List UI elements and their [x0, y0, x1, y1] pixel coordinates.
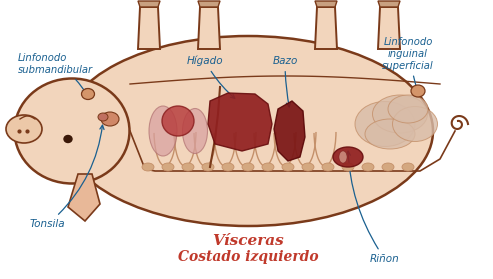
Polygon shape: [378, 1, 400, 7]
Ellipse shape: [162, 106, 194, 136]
Polygon shape: [208, 93, 272, 151]
Ellipse shape: [411, 85, 425, 97]
Ellipse shape: [242, 163, 254, 171]
Text: Hígado: Hígado: [187, 56, 235, 98]
Text: Linfonodo
inguinal
superficial: Linfonodo inguinal superficial: [382, 37, 434, 90]
Ellipse shape: [142, 163, 154, 171]
Polygon shape: [198, 1, 220, 7]
Ellipse shape: [333, 147, 363, 167]
Ellipse shape: [355, 102, 415, 146]
Text: Bazo: Bazo: [272, 56, 298, 107]
Ellipse shape: [64, 136, 72, 143]
Ellipse shape: [98, 113, 108, 121]
Ellipse shape: [392, 107, 437, 141]
Polygon shape: [198, 7, 220, 49]
Ellipse shape: [362, 163, 374, 171]
Text: Vísceras: Vísceras: [212, 234, 284, 248]
Ellipse shape: [262, 163, 274, 171]
Polygon shape: [274, 101, 305, 161]
Ellipse shape: [202, 163, 214, 171]
Ellipse shape: [182, 163, 194, 171]
Text: Riñon: Riñon: [346, 151, 400, 264]
Ellipse shape: [373, 95, 427, 133]
Ellipse shape: [382, 163, 394, 171]
Ellipse shape: [63, 36, 433, 226]
Polygon shape: [378, 7, 400, 49]
Text: Linfonodo
submandibular: Linfonodo submandibular: [18, 53, 93, 93]
Ellipse shape: [182, 109, 208, 153]
Ellipse shape: [322, 163, 334, 171]
Polygon shape: [315, 1, 337, 7]
Text: Costado izquierdo: Costado izquierdo: [177, 250, 318, 264]
Ellipse shape: [339, 151, 347, 163]
Ellipse shape: [388, 95, 428, 123]
Polygon shape: [138, 7, 160, 49]
Ellipse shape: [149, 106, 177, 156]
Polygon shape: [315, 7, 337, 49]
Ellipse shape: [302, 163, 314, 171]
Ellipse shape: [101, 112, 119, 126]
Text: Tonsila: Tonsila: [30, 125, 104, 229]
Ellipse shape: [162, 163, 174, 171]
Ellipse shape: [81, 88, 95, 100]
Ellipse shape: [222, 163, 234, 171]
Ellipse shape: [6, 115, 42, 143]
Ellipse shape: [365, 119, 415, 149]
Ellipse shape: [14, 78, 130, 184]
Polygon shape: [138, 1, 160, 7]
Ellipse shape: [342, 163, 354, 171]
Ellipse shape: [282, 163, 294, 171]
Ellipse shape: [402, 163, 414, 171]
Polygon shape: [68, 174, 100, 221]
